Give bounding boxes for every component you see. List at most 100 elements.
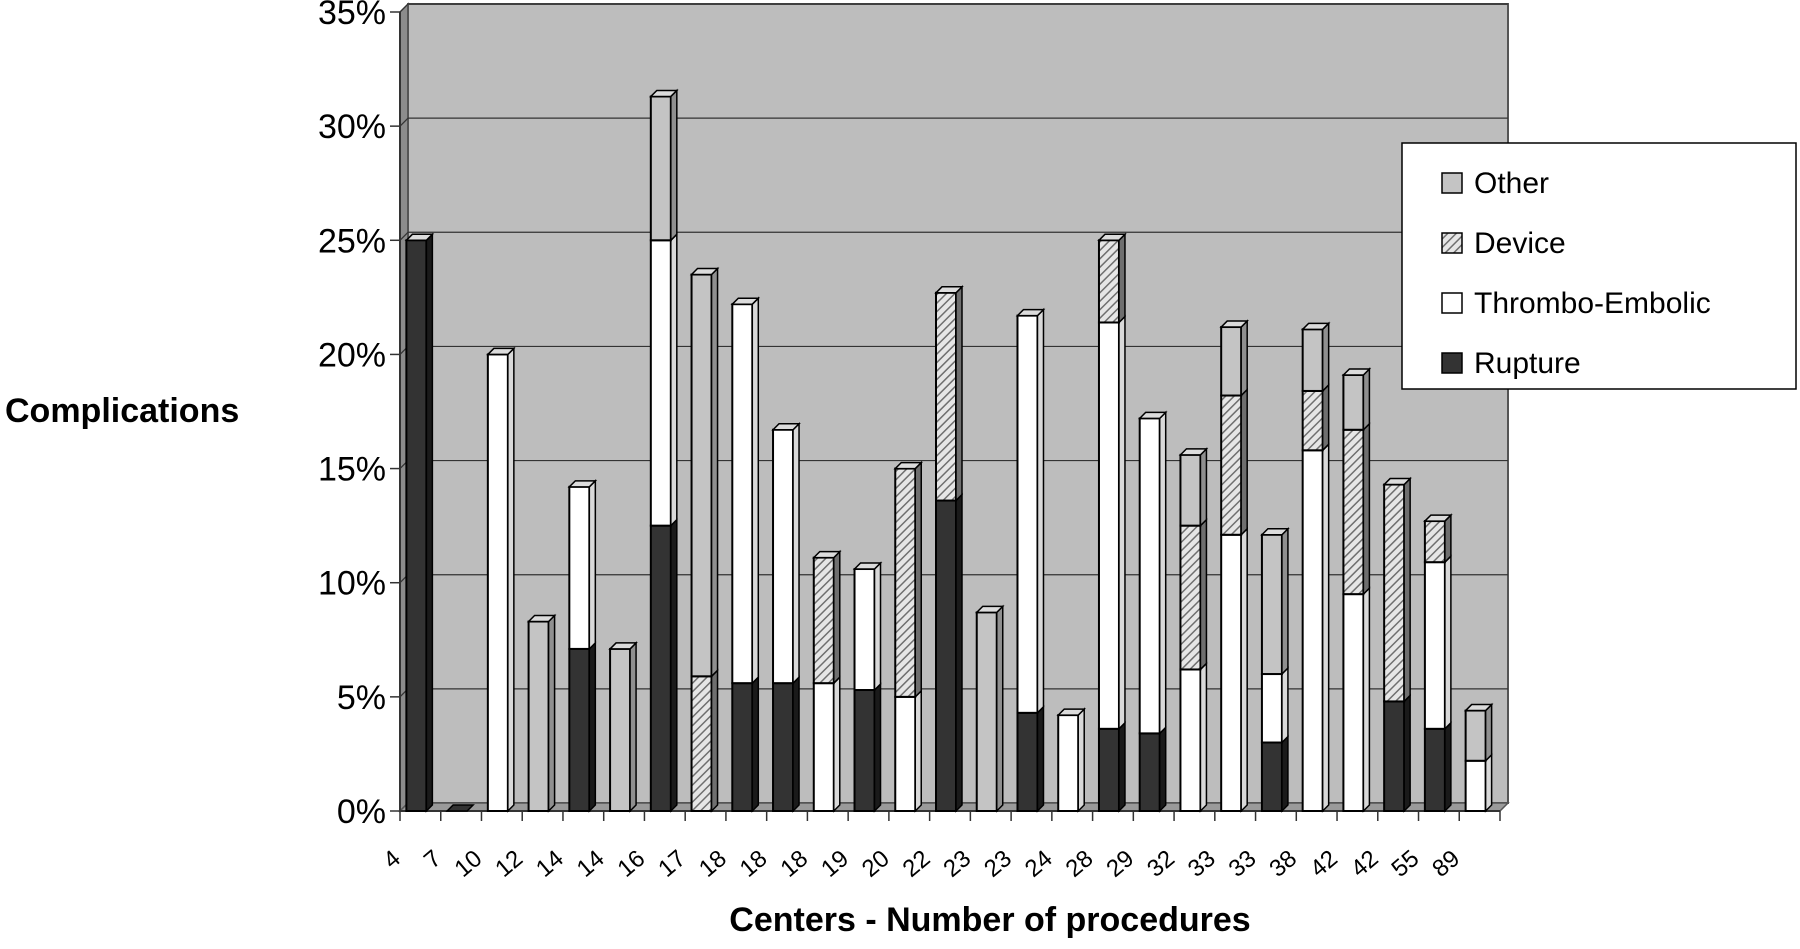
bar-segment-rupture [935,499,957,812]
x-tick-label: 10 [450,845,488,883]
bar-top [567,480,598,488]
bar-segment-other [1301,328,1324,392]
bar-top [526,614,557,623]
legend-swatch-device [1441,232,1463,254]
y-tick-label: 10% [318,565,386,603]
bar-stack-14 [974,604,1005,813]
bar-stack-23 [1341,367,1372,813]
bar-segment-side [833,549,841,685]
bar-segment-rupture [1383,700,1406,812]
bar-segment-side [1444,554,1452,731]
x-tick-label: 18 [735,845,773,883]
bar-segment-side [588,479,597,651]
x-tick-label: 33 [1183,845,1221,883]
bar-top [1056,708,1087,716]
bar-segment-side [1118,721,1126,813]
bar-stack-10 [811,549,842,813]
x-tick-label: 23 [979,845,1017,883]
bar-stack-18 [1137,410,1168,813]
bar-segment-rupture [1138,732,1161,813]
bar-stack-15 [1015,307,1046,813]
legend-swatch-thrombo-embolic [1441,292,1463,314]
bar-segment-side [1403,693,1411,813]
x-tick-label: 19 [816,845,854,883]
bar-segment-rupture [568,647,591,812]
bar-segment-thrombo-embolic [1179,668,1202,812]
x-tick-label: 20 [857,845,895,883]
x-tick-label: 28 [1061,845,1099,883]
bar-segment-device [1220,394,1243,536]
bar-segment-thrombo-embolic [568,485,591,650]
bar-segment-side [547,613,556,813]
x-tick-label: 18 [775,845,813,883]
bar-segment-thrombo-embolic [731,303,754,685]
bar-segment-thrombo-embolic [1220,533,1243,812]
x-tick-label: 14 [531,845,569,883]
bar-segment-side [792,675,800,813]
bar-segment-side [1281,734,1289,813]
bar-segment-rupture [853,689,876,812]
bar-segment-side [425,232,434,813]
y-tick-label: 30% [318,108,386,146]
bar-segment-thrombo-embolic [1301,449,1324,812]
bar-top [1463,703,1494,712]
bar-segment-thrombo-embolic [1016,314,1039,714]
bar-segment-thrombo-embolic [894,695,917,812]
x-tick-label: 17 [653,845,691,883]
bar-stack-12 [893,460,924,813]
bar-stack-17 [1097,232,1127,813]
bar-top [730,297,761,305]
bar-segment-rupture [405,239,428,813]
bar-segment-device [690,675,713,812]
y-axis-title: Complications [5,392,239,430]
bar-segment-other [1220,326,1243,397]
y-tick-label: 20% [318,336,386,374]
bar-stack-4 [567,479,598,813]
bar-top [893,461,924,470]
bar-segment-side [1118,314,1126,731]
bar-segment-side [995,604,1004,813]
bar-segment-device [1301,389,1324,452]
bar-stack-19 [1178,447,1209,813]
y-tick-label: 35% [318,0,386,32]
bar-segment-device [1423,520,1446,564]
bar-segment-other [1464,709,1487,762]
bar-segment-other [609,647,632,812]
bar-top [649,89,679,98]
bar-segment-side [955,492,963,813]
x-tick-label: 16 [612,845,650,883]
bar-segment-side [1240,319,1248,398]
bar-stack-25 [1423,513,1453,813]
bar-top [1178,448,1209,456]
bar-stack-24 [1382,476,1412,813]
bar-top [445,804,475,812]
bar-segment-other [1179,453,1202,527]
bar-segment-side [1036,307,1045,715]
bars [404,88,1494,813]
bar-segment-side [670,88,678,243]
y-tick-label: 0% [337,793,386,831]
bar-segment-side [751,296,760,685]
legend-label-rupture: Rupture [1474,347,1581,380]
bar-segment-side [1240,387,1248,537]
bar-segment-side [914,460,923,699]
bar-segment-side [507,346,515,813]
y-tick-label: 15% [318,451,386,489]
bar-segment-device [1342,428,1365,596]
bar-segment-side [1321,442,1330,813]
bar-stack-7 [689,266,720,813]
x-tick-label: 24 [1020,845,1058,883]
legend-box [1401,142,1797,390]
bar-top [1382,477,1412,486]
bar-top [771,423,801,431]
x-tick-labels: 4 7 10 12 14 14 16 17 18 18 18 19 20 22 23 23 24 28 29 32 33… [378,811,1501,883]
bar-top [1015,308,1046,317]
bar-stack-0 [404,232,435,813]
bar-stack-11 [852,561,883,813]
bar-stack-3 [526,613,557,813]
bar-top [1300,322,1331,331]
x-tick-label: 23 [938,845,976,883]
bar-segment-side [670,517,678,813]
bar-segment-rupture [1016,711,1039,813]
bar-segment-side [1362,586,1371,813]
